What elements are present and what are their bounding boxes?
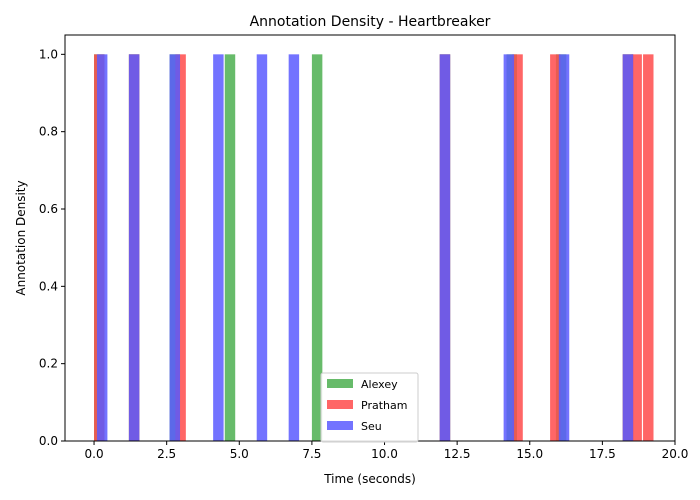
y-tick-label: 0.8 — [39, 125, 58, 139]
bar-seu-3 — [213, 54, 224, 441]
x-tick-label: 7.5 — [302, 447, 321, 461]
legend-label-alexey: Alexey — [361, 378, 398, 391]
chart-title: Annotation Density - Heartbreaker — [250, 14, 491, 30]
y-tick-label: 0.4 — [39, 279, 58, 293]
x-tick-label: 15.0 — [516, 447, 543, 461]
bar-alexey-3 — [224, 54, 236, 441]
bar-seu-2 — [169, 54, 181, 441]
y-tick-label: 0.6 — [39, 202, 58, 216]
x-tick-label: 5.0 — [230, 447, 249, 461]
y-tick-label: 0.0 — [39, 434, 58, 448]
legend-swatch-seu — [327, 421, 353, 430]
x-tick-label: 17.5 — [589, 447, 616, 461]
x-tick-label: 12.5 — [444, 447, 471, 461]
legend-swatch-pratham — [327, 400, 353, 409]
bars-layer — [94, 54, 654, 441]
y-axis-label: Annotation Density — [14, 180, 28, 295]
bar-seu-6 — [439, 54, 451, 441]
bar-pratham-8 — [643, 54, 654, 441]
bar-alexey-4 — [311, 54, 323, 441]
x-tick-label: 20.0 — [662, 447, 689, 461]
bar-seu-7 — [503, 54, 515, 441]
x-axis-label: Time (seconds) — [323, 472, 416, 486]
bar-pratham-2 — [175, 54, 186, 441]
legend-swatch-alexey — [327, 379, 353, 388]
bar-seu-0 — [96, 54, 108, 441]
y-axis: 0.0 0.2 0.4 0.6 0.8 1.0 — [39, 47, 65, 448]
bar-pratham-4 — [512, 54, 523, 441]
x-tick-label: 10.0 — [371, 447, 398, 461]
bar-seu-5 — [288, 54, 300, 441]
bar-pratham-5 — [550, 54, 561, 441]
bar-seu-9 — [622, 54, 634, 441]
bar-seu-1 — [128, 54, 140, 441]
x-axis: 0.0 2.5 5.0 7.5 10.0 12.5 15.0 17.5 20.0 — [85, 441, 689, 461]
x-tick-label: 2.5 — [157, 447, 176, 461]
bar-seu-8 — [558, 54, 570, 441]
x-tick-label: 0.0 — [85, 447, 104, 461]
legend-label-pratham: Pratham — [361, 399, 407, 412]
y-tick-label: 1.0 — [39, 47, 58, 61]
legend-label-seu: Seu — [361, 420, 382, 433]
bar-pratham-7 — [631, 54, 642, 441]
legend: Alexey Pratham Seu — [320, 372, 419, 443]
y-tick-label: 0.2 — [39, 357, 58, 371]
bar-seu-4 — [256, 54, 268, 441]
